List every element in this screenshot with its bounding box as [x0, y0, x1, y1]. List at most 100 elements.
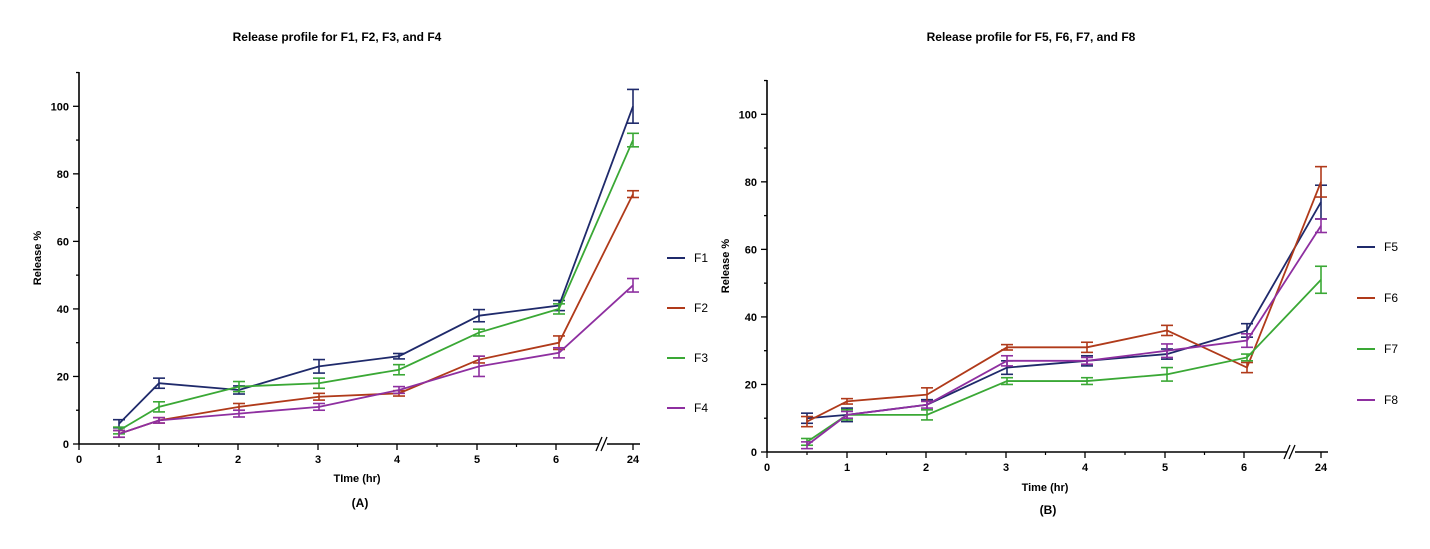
y-tick-label: 60 — [57, 236, 69, 248]
chart-title: Release profile for F1, F2, F3, and F4 — [233, 30, 442, 44]
data-point — [473, 328, 485, 337]
series-f6 — [801, 165, 1327, 428]
data-point — [1161, 366, 1173, 382]
legend-item: F6 — [1357, 291, 1398, 305]
y-axis-label: Release % — [720, 239, 732, 294]
legend-item: F8 — [1357, 393, 1398, 407]
legend-item: F1 — [667, 251, 708, 265]
data-point — [921, 400, 933, 409]
data-point — [1161, 324, 1173, 337]
data-point — [1315, 218, 1327, 234]
data-point — [393, 385, 405, 395]
legend-label: F8 — [1384, 393, 1398, 407]
series-line — [118, 139, 634, 432]
series-line — [118, 105, 634, 425]
legend-label: F3 — [694, 351, 708, 365]
legend-label: F4 — [694, 401, 708, 415]
data-point — [313, 402, 325, 412]
data-point — [841, 397, 853, 405]
data-point — [553, 303, 565, 315]
data-point — [1081, 356, 1093, 365]
data-point — [313, 377, 325, 390]
series-line — [806, 279, 1322, 443]
data-point — [1001, 343, 1013, 351]
axis-break-mark — [595, 436, 603, 452]
data-point — [1081, 376, 1093, 386]
x-tick-label: 6 — [553, 454, 559, 466]
series-f4 — [113, 277, 639, 439]
series-line — [806, 225, 1322, 446]
panel-label: (A) — [352, 496, 369, 510]
data-point — [1081, 341, 1093, 354]
data-point — [553, 346, 565, 359]
x-tick-label: 4 — [1082, 462, 1089, 474]
x-tick-label: 1 — [844, 462, 850, 474]
series-line — [118, 193, 634, 435]
x-axis-label: Time (hr) — [1022, 482, 1069, 494]
data-point — [153, 377, 165, 390]
series-f8 — [801, 218, 1327, 450]
legend-item: F4 — [667, 401, 708, 415]
data-point — [313, 358, 325, 374]
y-tick-label: 100 — [739, 109, 757, 121]
x-tick-label: 24 — [1315, 462, 1328, 474]
legend-item: F5 — [1357, 240, 1398, 254]
y-tick-label: 60 — [745, 244, 757, 256]
data-point — [473, 308, 485, 323]
data-point — [313, 392, 325, 401]
panel-b: Release profile for F5, F6, F7, and F8 R… — [720, 30, 1398, 517]
panel-label: (B) — [1040, 503, 1057, 517]
series-f5 — [801, 184, 1327, 425]
series-line — [118, 284, 634, 435]
data-point — [627, 88, 639, 124]
data-point — [1241, 361, 1253, 374]
data-point — [233, 380, 245, 393]
x-tick-label: 2 — [923, 462, 929, 474]
series-f3 — [113, 132, 639, 435]
y-axis-label: Release % — [32, 231, 44, 286]
x-tick-label: 24 — [627, 454, 640, 466]
axis-break-mark — [1288, 444, 1296, 460]
series-line — [806, 201, 1322, 420]
series-f1 — [113, 88, 639, 429]
legend-label: F2 — [694, 301, 708, 315]
legend-label: F1 — [694, 251, 708, 265]
series-f7 — [801, 265, 1327, 447]
y-tick-label: 80 — [745, 177, 757, 189]
data-point — [473, 355, 485, 378]
data-point — [801, 441, 813, 450]
data-point — [801, 415, 813, 428]
data-point — [393, 363, 405, 376]
y-tick-label: 40 — [57, 304, 69, 316]
data-point — [627, 277, 639, 293]
legend-label: F5 — [1384, 240, 1398, 254]
data-point — [841, 410, 853, 420]
y-tick-label: 20 — [57, 371, 69, 383]
x-tick-label: 0 — [76, 454, 82, 466]
data-point — [1001, 354, 1013, 367]
data-point — [153, 400, 165, 413]
data-point — [1315, 165, 1327, 198]
x-tick-label: 2 — [235, 454, 241, 466]
x-tick-label: 3 — [315, 454, 321, 466]
data-point — [1161, 343, 1173, 359]
x-tick-label: 4 — [394, 454, 401, 466]
data-point — [393, 352, 405, 360]
axis-break-mark — [1283, 444, 1291, 460]
data-point — [1241, 353, 1253, 362]
legend-item: F7 — [1357, 342, 1398, 356]
x-tick-label: 3 — [1003, 462, 1009, 474]
y-tick-label: 100 — [51, 101, 69, 113]
y-tick-label: 80 — [57, 169, 69, 181]
data-point — [113, 429, 125, 439]
data-point — [233, 409, 245, 418]
legend-item: F3 — [667, 351, 708, 365]
series-line — [806, 181, 1322, 423]
x-tick-label: 5 — [474, 454, 480, 466]
y-tick-label: 0 — [63, 439, 69, 451]
data-point — [1001, 376, 1013, 386]
y-tick-label: 0 — [751, 447, 757, 459]
x-tick-label: 0 — [764, 462, 770, 474]
data-point — [1315, 265, 1327, 295]
